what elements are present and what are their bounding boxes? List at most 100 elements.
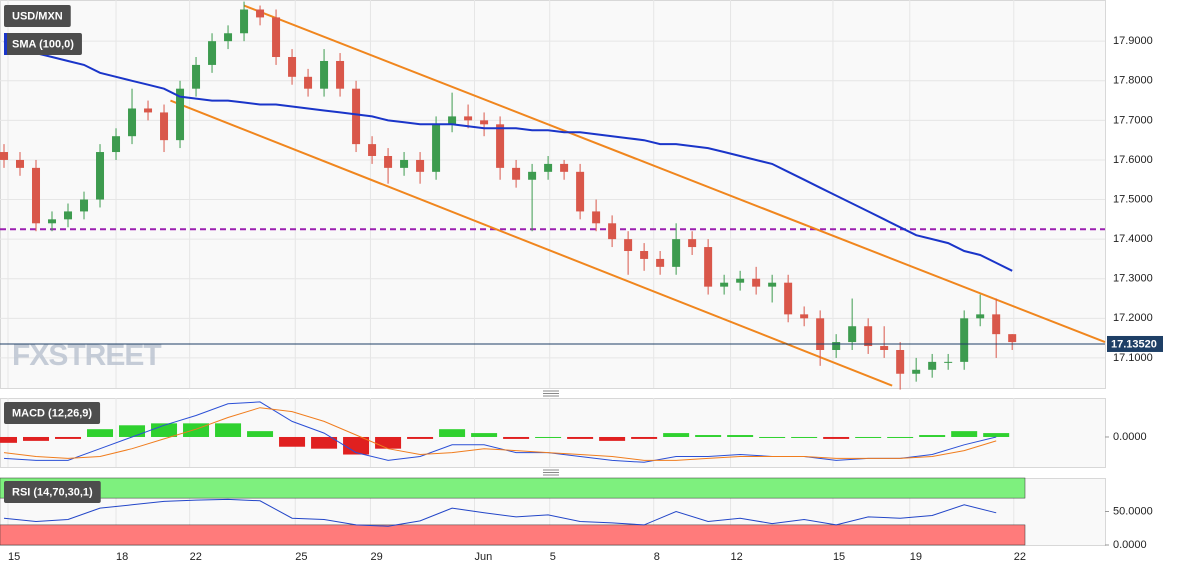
- histogram-bar: [663, 433, 690, 437]
- y-tick-label: 17.8000: [1113, 75, 1153, 87]
- histogram-bar: [887, 436, 914, 438]
- candle-body: [32, 167, 41, 224]
- candle-body: [272, 17, 281, 58]
- candle-body: [512, 167, 521, 180]
- legend-box: USD/MXN: [4, 5, 71, 27]
- candle-body: [672, 239, 681, 267]
- y-tick-label: 17.5000: [1113, 193, 1153, 205]
- histogram-bar: [855, 436, 882, 438]
- histogram-bar: [311, 436, 338, 449]
- histogram-bar: [247, 431, 274, 437]
- candle-body: [656, 258, 665, 267]
- candle-body: [880, 346, 889, 350]
- x-tick-label: 12: [731, 551, 743, 563]
- trend-line: [170, 99, 893, 387]
- candle-body: [256, 9, 265, 18]
- candle-body: [64, 211, 73, 220]
- candle-body: [16, 159, 25, 168]
- x-tick-label: 15: [833, 551, 845, 563]
- histogram-bar: [151, 423, 178, 437]
- histogram-bar: [535, 436, 562, 438]
- x-tick-label: 15: [8, 551, 20, 563]
- y-tick-label: 17.1000: [1113, 352, 1153, 364]
- histogram-bar: [87, 429, 114, 437]
- candle-body: [704, 247, 713, 287]
- histogram-bar: [727, 435, 754, 437]
- histogram-bar: [919, 435, 946, 437]
- candle-body: [96, 152, 105, 200]
- x-tick-label: Jun: [474, 551, 492, 563]
- candle-body: [544, 163, 553, 172]
- histogram-bar: [55, 436, 82, 439]
- candle-body: [384, 155, 393, 168]
- candle-body: [912, 369, 921, 374]
- macd-line: [3, 407, 997, 461]
- legend-label: RSI (14,70,30,1): [12, 486, 93, 498]
- candle-body: [816, 318, 825, 350]
- panel-separator: [543, 390, 559, 476]
- candle-body: [800, 314, 809, 319]
- x-tick-label: 18: [116, 551, 128, 563]
- rsi-line: [3, 498, 997, 527]
- y-tick-label: 17.3000: [1113, 273, 1153, 285]
- candle-body: [1008, 334, 1017, 343]
- candle-body: [720, 282, 729, 287]
- legend-box: MACD (12,26,9): [4, 402, 101, 424]
- histogram-bar: [631, 436, 658, 439]
- legend-background: [4, 402, 101, 424]
- trend-line: [243, 4, 1106, 344]
- candle-body: [112, 136, 121, 153]
- candle-body: [640, 251, 649, 259]
- x-tick-label: 29: [370, 551, 382, 563]
- candle-body: [528, 171, 537, 180]
- oversold-band: [0, 524, 1026, 546]
- histogram-bar: [823, 436, 850, 439]
- x-tick-label: 22: [1014, 551, 1026, 563]
- candle-body: [128, 108, 137, 137]
- candle-body: [496, 124, 505, 168]
- histogram-bar: [23, 436, 50, 441]
- x-tick-label: 8: [654, 551, 660, 563]
- histogram-bar: [503, 436, 530, 439]
- histogram-bar: [119, 425, 146, 437]
- histogram-bar: [791, 436, 818, 438]
- last-price-label: 17.13520: [1111, 338, 1157, 350]
- histogram-bar: [343, 436, 370, 455]
- candle-body: [608, 223, 617, 240]
- legend-box: RSI (14,70,30,1): [4, 481, 101, 503]
- histogram-bar: [215, 423, 242, 437]
- histogram-bar: [439, 429, 466, 437]
- candle-body: [48, 219, 57, 224]
- legend-background: [4, 33, 82, 55]
- y-tick-label: 0.0000: [1113, 539, 1147, 551]
- candle-body: [832, 342, 841, 350]
- candle-body: [592, 211, 601, 224]
- candle-body: [400, 159, 409, 168]
- candle-body: [576, 171, 585, 212]
- histogram-bar: [407, 436, 434, 439]
- candle-body: [80, 199, 89, 212]
- y-tick-label: 17.9000: [1113, 35, 1153, 47]
- candle-body: [848, 326, 857, 343]
- y-tick-label: 0.0000: [1113, 431, 1147, 443]
- x-tick-label: 25: [295, 551, 307, 563]
- histogram-bar: [279, 436, 306, 447]
- y-tick-label: 17.6000: [1113, 154, 1153, 166]
- legend-background: [4, 5, 71, 27]
- histogram-bar: [599, 436, 626, 441]
- candle-body: [560, 163, 569, 172]
- y-tick-label: 17.2000: [1113, 312, 1153, 324]
- legend-label: USD/MXN: [12, 10, 63, 22]
- candle-body: [752, 278, 761, 287]
- macd-line: [3, 401, 997, 463]
- candle-body: [896, 349, 905, 374]
- y-tick-label: 50.0000: [1113, 505, 1153, 517]
- x-tick-label: 5: [550, 551, 556, 563]
- candle-body: [144, 108, 153, 113]
- histogram-bar: [759, 436, 786, 438]
- candle-body: [208, 41, 217, 65]
- candle-body: [992, 314, 1001, 335]
- legend-label: MACD (12,26,9): [12, 407, 92, 419]
- candle-body: [416, 159, 425, 172]
